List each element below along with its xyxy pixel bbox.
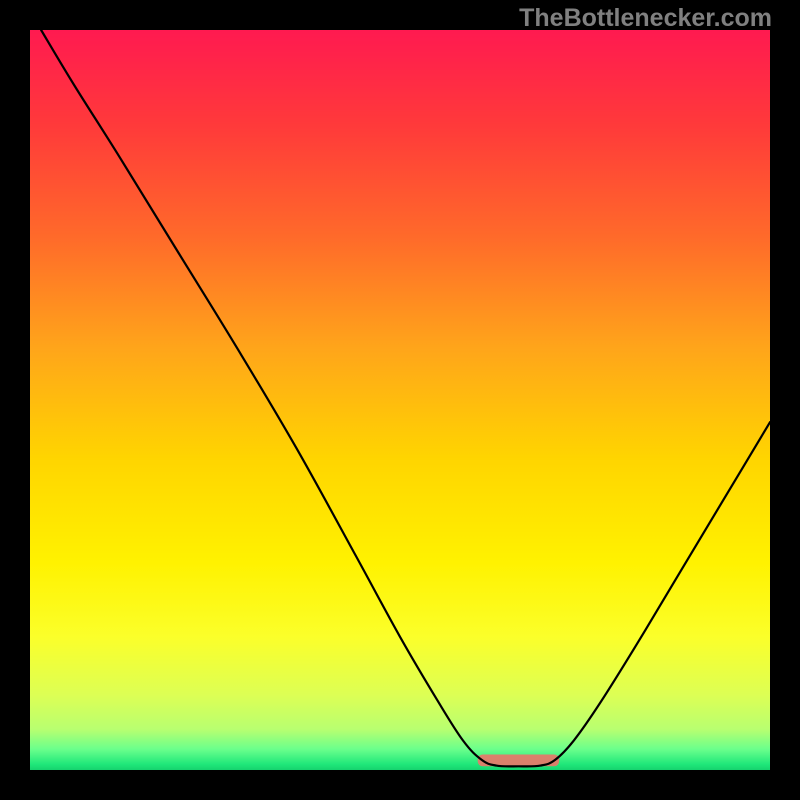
watermark-label: TheBottlenecker.com (519, 4, 772, 33)
chart-canvas: TheBottlenecker.com (0, 0, 800, 800)
bottleneck-curve-chart (0, 0, 800, 800)
gradient-background (30, 30, 770, 770)
